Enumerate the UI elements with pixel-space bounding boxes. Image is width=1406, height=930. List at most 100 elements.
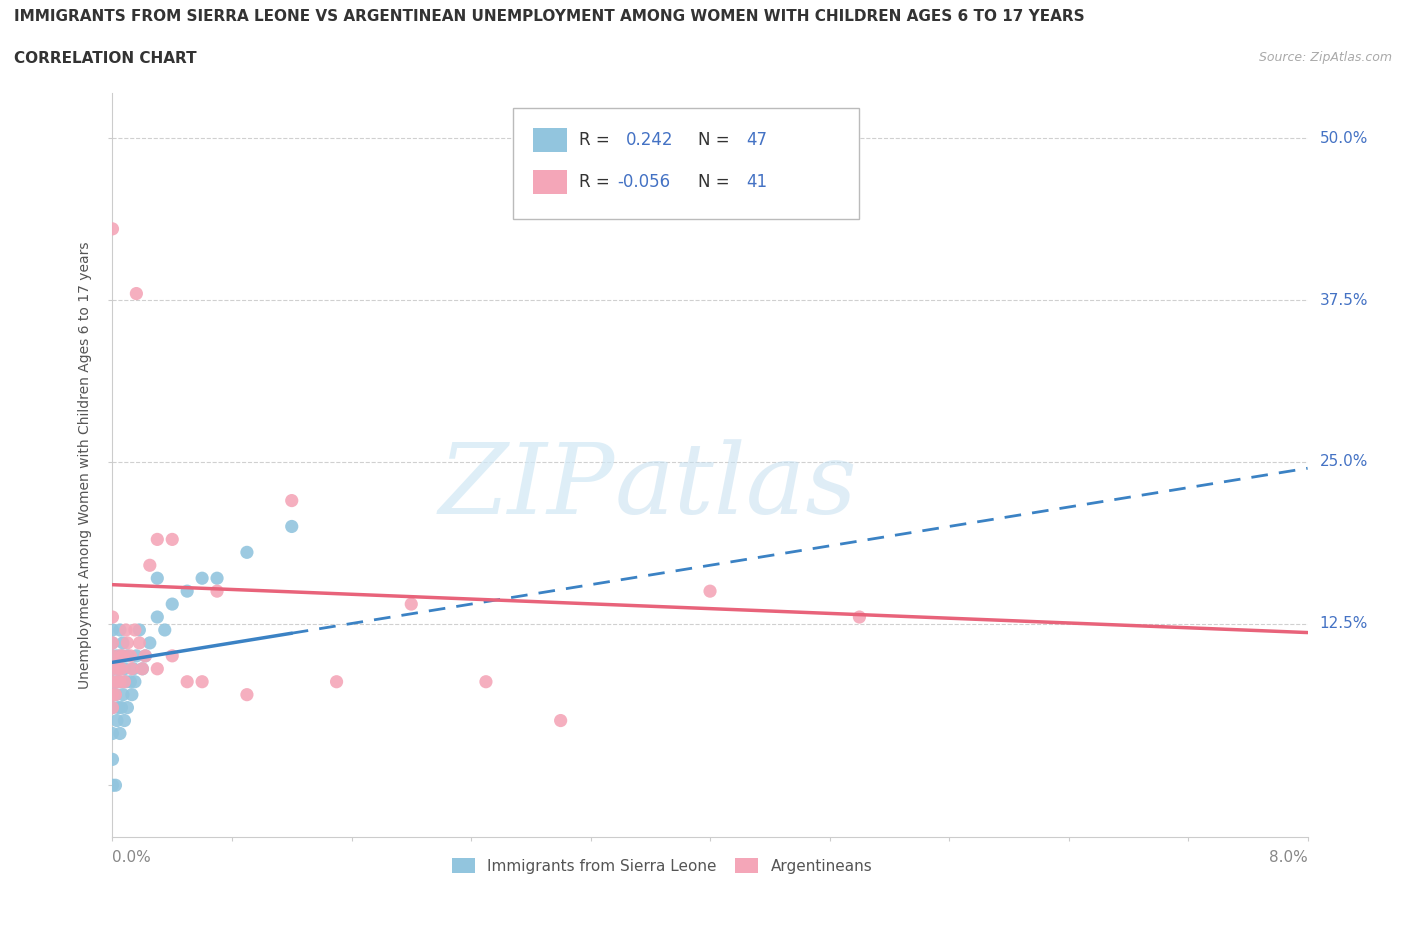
Point: [101, 648, 124, 663]
Point: [104, 687, 127, 702]
Text: -0.056: -0.056: [617, 173, 669, 192]
Point: [121, 661, 143, 676]
Point: [162, 597, 183, 612]
Point: [125, 648, 148, 663]
Point: [122, 661, 145, 676]
Point: [120, 648, 142, 663]
Point: [111, 635, 134, 650]
Point: [108, 726, 131, 741]
Point: [101, 700, 124, 715]
Point: [117, 635, 139, 650]
Point: [848, 609, 870, 624]
Point: [475, 674, 498, 689]
Point: [101, 752, 124, 767]
Point: [115, 674, 138, 689]
Bar: [533, 128, 567, 152]
Point: [699, 584, 721, 599]
Point: [124, 622, 146, 637]
Text: 12.5%: 12.5%: [1320, 616, 1368, 631]
Point: [110, 648, 132, 663]
Text: IMMIGRANTS FROM SIERRA LEONE VS ARGENTINEAN UNEMPLOYMENT AMONG WOMEN WITH CHILDR: IMMIGRANTS FROM SIERRA LEONE VS ARGENTIN…: [14, 9, 1084, 24]
Text: ZIP: ZIP: [439, 440, 614, 535]
Point: [111, 648, 134, 663]
Point: [101, 609, 124, 624]
Point: [105, 648, 128, 663]
Point: [134, 648, 156, 663]
Point: [111, 687, 134, 702]
Text: 0.0%: 0.0%: [112, 850, 152, 865]
Point: [107, 700, 129, 715]
Point: [176, 674, 198, 689]
Text: CORRELATION CHART: CORRELATION CHART: [14, 51, 197, 66]
Text: 25.0%: 25.0%: [1320, 454, 1368, 470]
Point: [134, 648, 156, 663]
Point: [401, 597, 423, 612]
Point: [101, 674, 124, 689]
Point: [117, 648, 139, 663]
Point: [107, 661, 129, 676]
Point: [101, 726, 124, 741]
Point: [101, 700, 124, 715]
Point: [131, 661, 153, 676]
Point: [101, 635, 124, 650]
Point: [114, 661, 135, 676]
Point: [125, 286, 148, 301]
Point: [101, 661, 124, 676]
Point: [146, 661, 169, 676]
Point: [105, 713, 128, 728]
Text: N =: N =: [699, 131, 735, 149]
Point: [176, 584, 198, 599]
Point: [115, 622, 138, 637]
Point: [108, 622, 131, 637]
Point: [131, 661, 153, 676]
Point: [236, 687, 259, 702]
Point: [146, 609, 169, 624]
Point: [104, 687, 127, 702]
Point: [105, 674, 128, 689]
Text: 37.5%: 37.5%: [1320, 293, 1368, 308]
Point: [117, 700, 139, 715]
Point: [104, 777, 127, 792]
Point: [139, 635, 162, 650]
Text: 8.0%: 8.0%: [1268, 850, 1308, 865]
Point: [146, 571, 169, 586]
Text: N =: N =: [699, 173, 735, 192]
Point: [191, 674, 214, 689]
Text: atlas: atlas: [614, 440, 858, 535]
Text: Source: ZipAtlas.com: Source: ZipAtlas.com: [1258, 51, 1392, 64]
Point: [101, 674, 124, 689]
Point: [108, 674, 131, 689]
Point: [162, 532, 183, 547]
Point: [153, 622, 176, 637]
Text: 47: 47: [747, 131, 766, 149]
Point: [110, 661, 132, 676]
Point: [101, 687, 124, 702]
Point: [101, 661, 124, 676]
Text: R =: R =: [579, 131, 614, 149]
Text: 0.242: 0.242: [627, 131, 673, 149]
Text: R =: R =: [579, 173, 614, 192]
Point: [128, 622, 150, 637]
Point: [114, 674, 135, 689]
Point: [139, 558, 162, 573]
Point: [281, 493, 304, 508]
Point: [108, 648, 131, 663]
Point: [114, 713, 135, 728]
Point: [108, 674, 131, 689]
Point: [128, 635, 150, 650]
Legend: Immigrants from Sierra Leone, Argentineans: Immigrants from Sierra Leone, Argentinea…: [444, 850, 880, 882]
Point: [281, 519, 304, 534]
Point: [191, 571, 214, 586]
Point: [105, 674, 128, 689]
Point: [107, 661, 129, 676]
Point: [101, 221, 124, 236]
Point: [101, 777, 124, 792]
Y-axis label: Unemployment Among Women with Children Ages 6 to 17 years: Unemployment Among Women with Children A…: [79, 241, 93, 689]
Point: [101, 635, 124, 650]
Point: [101, 648, 124, 663]
Point: [236, 545, 259, 560]
Point: [205, 584, 228, 599]
Point: [550, 713, 572, 728]
Point: [101, 687, 124, 702]
Point: [162, 648, 183, 663]
